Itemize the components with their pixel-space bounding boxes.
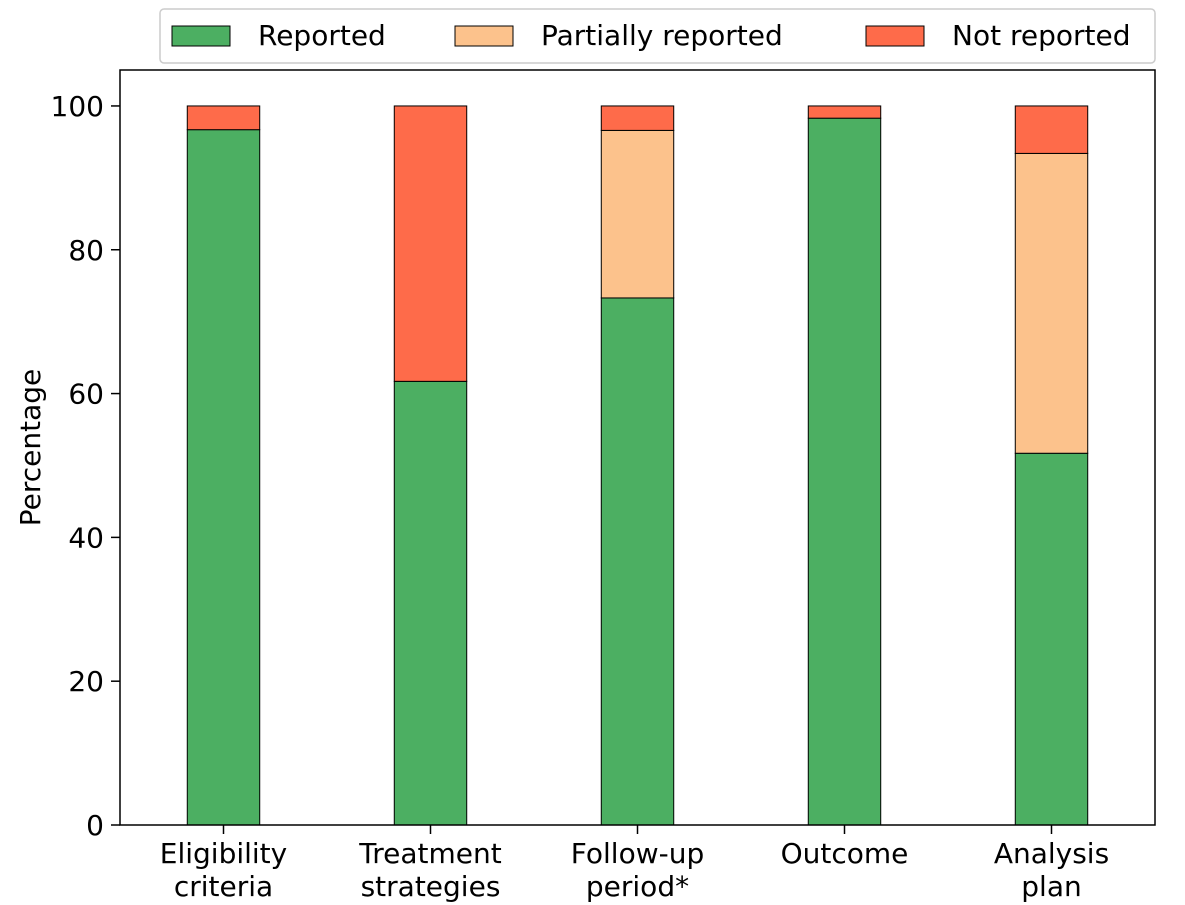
legend-label-0: Reported [258,19,386,52]
y-axis-label: Percentage [14,369,47,527]
x-tick-label-1: Treatment strategies [358,837,501,903]
y-axis: 0 20 40 60 80 100 [51,90,120,842]
bar-segment-0-2 [186,105,261,131]
bar-segment-4-0 [1014,452,1089,826]
legend-label-2: Not reported [952,19,1130,52]
x-tick-label-4: Analysis plan [994,837,1109,903]
bars [186,105,1089,826]
bar-segment-2-2 [600,105,675,131]
bar-segment-0-0 [186,129,261,826]
legend-swatch-1 [454,25,514,47]
x-tick-label-3: Outcome [781,837,909,870]
x-axis: Eligibility criteria Treatment strategies Fo… [160,825,1109,903]
bar-segment-3-0 [807,117,882,826]
bar-segment-2-0 [600,297,675,826]
bar-segment-3-2 [807,105,882,119]
bar-segment-4-2 [1014,105,1089,154]
y-tick-label-0: 0 [86,809,104,842]
bar-segment-4-1 [1014,152,1089,454]
y-tick-label-2: 40 [68,521,104,554]
y-tick-label-5: 100 [51,90,104,123]
x-tick-label-2: Follow-up period* [571,837,704,903]
bar-segment-2-1 [600,129,675,299]
y-tick-label-3: 60 [68,378,104,411]
bar-segment-1-0 [393,380,468,826]
bar-segment-1-2 [393,105,468,382]
y-tick-label-4: 80 [68,234,104,267]
legend: Reported Partially reported Not reported [159,8,1156,64]
legend-box [159,8,1156,64]
x-tick-label-0: Eligibility criteria [160,837,287,903]
legend-swatch-2 [865,25,925,47]
legend-label-1: Partially reported [541,19,783,52]
legend-swatch-0 [171,25,231,47]
y-tick-label-1: 20 [68,665,104,698]
